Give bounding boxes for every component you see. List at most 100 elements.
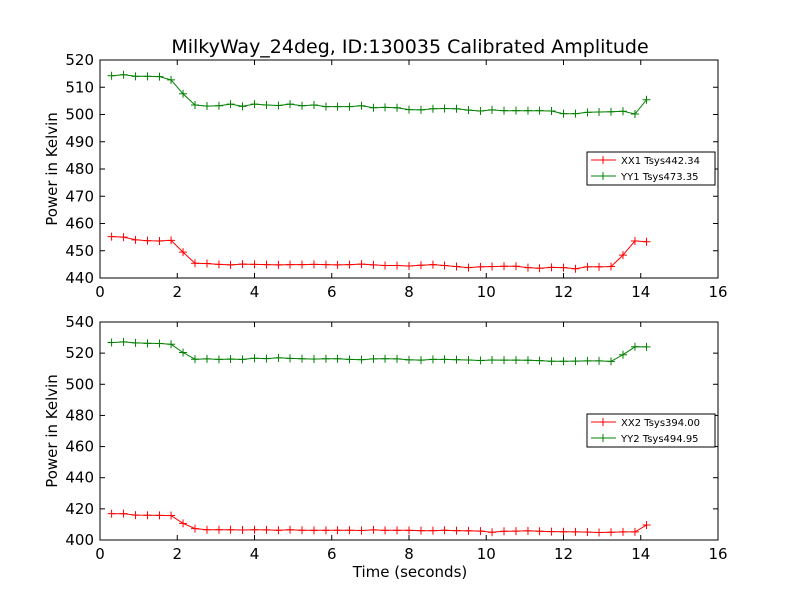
- bottom-panel-x-tick-label: 12: [554, 545, 573, 563]
- data-point-xx2: [428, 526, 437, 535]
- data-point-xx2: [607, 528, 616, 537]
- top-panel-x-tick-label: 6: [327, 283, 337, 301]
- data-point-yy1: [452, 104, 461, 113]
- data-point-xx2: [369, 525, 378, 534]
- data-point-yy1: [191, 100, 200, 109]
- data-point-yy2: [630, 342, 639, 351]
- bottom-panel-x-tick-label: 8: [404, 545, 414, 563]
- data-point-xx2: [143, 511, 152, 520]
- data-point-xx1: [357, 260, 366, 269]
- data-point-xx1: [155, 236, 164, 245]
- data-point-xx1: [583, 262, 592, 271]
- data-point-xx2: [191, 524, 200, 533]
- data-point-yy1: [416, 105, 425, 114]
- data-point-yy2: [369, 354, 378, 363]
- data-point-yy2: [298, 354, 307, 363]
- data-point-xx2: [345, 526, 354, 535]
- data-point-xx2: [393, 526, 402, 535]
- data-point-yy1: [167, 75, 176, 84]
- data-point-yy2: [583, 356, 592, 365]
- data-point-xx1: [298, 260, 307, 269]
- data-point-xx2: [214, 525, 223, 534]
- data-point-xx2: [452, 526, 461, 535]
- data-point-yy2: [488, 355, 497, 364]
- data-point-yy2: [642, 342, 651, 351]
- data-point-yy2: [274, 353, 283, 362]
- data-point-yy1: [583, 108, 592, 117]
- data-point-yy1: [286, 100, 295, 109]
- data-point-xx2: [500, 527, 509, 536]
- series-line-yy2: [111, 341, 647, 362]
- data-point-yy2: [452, 355, 461, 364]
- data-point-yy1: [428, 104, 437, 113]
- data-point-xx2: [250, 525, 259, 534]
- top-panel-y-tick-label: 510: [65, 78, 94, 96]
- top-panel-legend-box: [586, 151, 716, 186]
- data-point-xx2: [226, 525, 235, 534]
- data-point-xx1: [547, 263, 556, 272]
- data-point-xx1: [476, 262, 485, 271]
- top-panel-x-tick-label: 2: [172, 283, 182, 301]
- data-point-yy1: [595, 108, 604, 117]
- x-axis-label: Time (seconds): [352, 563, 468, 581]
- data-point-xx1: [179, 248, 188, 257]
- bottom-panel-x-tick-label: 16: [708, 545, 727, 563]
- data-point-yy2: [393, 354, 402, 363]
- bottom-panel-ticks: 400 420 440 460 480 500 520 540 0 2 4 6 8 10 12 14 16: [65, 313, 727, 563]
- data-point-xx2: [238, 526, 247, 535]
- data-point-xx2: [333, 526, 342, 535]
- bottom-panel-x-tick-label: 0: [95, 545, 105, 563]
- data-point-xx2: [381, 526, 390, 535]
- data-point-yy1: [202, 102, 211, 111]
- data-point-xx1: [511, 262, 520, 271]
- data-point-yy2: [119, 337, 128, 346]
- chart-title: MilkyWay_24deg, ID:130035 Calibrated Amp…: [171, 36, 648, 58]
- data-point-yy1: [523, 106, 532, 115]
- data-point-xx2: [167, 511, 176, 520]
- data-point-xx1: [452, 262, 461, 271]
- bottom-panel: 400 420 440 460 480 500 520 540 0 2 4 6 8 10 12 14 16 Po…: [43, 313, 728, 563]
- data-point-yy2: [547, 357, 556, 366]
- data-point-xx1: [595, 262, 604, 271]
- bottom-panel-legend-box: [586, 413, 716, 448]
- bottom-panel-x-tick-label: 4: [250, 545, 260, 563]
- data-point-xx2: [179, 519, 188, 528]
- data-point-yy1: [476, 106, 485, 115]
- bottom-panel-y-tick-label: 400: [65, 531, 94, 549]
- top-panel-y-axis-label: Power in Kelvin: [43, 112, 61, 226]
- data-point-xx1: [571, 264, 580, 273]
- data-point-yy1: [547, 106, 556, 115]
- data-point-xx2: [274, 526, 283, 535]
- data-point-yy1: [357, 101, 366, 110]
- data-point-yy1: [500, 106, 509, 115]
- data-point-yy2: [131, 338, 140, 347]
- data-point-yy2: [286, 354, 295, 363]
- top-panel-y-tick-label: 500: [65, 106, 94, 124]
- data-point-yy2: [416, 356, 425, 365]
- data-point-yy1: [131, 72, 140, 81]
- data-point-yy1: [618, 107, 627, 116]
- data-point-yy1: [535, 106, 544, 115]
- data-point-yy2: [618, 350, 627, 359]
- data-point-xx2: [119, 509, 128, 518]
- bottom-panel-x-tick-label: 2: [172, 545, 182, 563]
- bottom-panel-y-tick-label: 460: [65, 438, 94, 456]
- data-point-yy1: [155, 72, 164, 81]
- legend-label-xx1: XX1 Tsys442.34: [621, 156, 700, 167]
- top-panel-x-tick-label: 14: [631, 283, 650, 301]
- data-point-yy1: [369, 103, 378, 112]
- top-panel-y-tick-label: 440: [65, 269, 94, 287]
- data-point-yy1: [488, 105, 497, 114]
- top-panel-legend: XX1 Tsys442.34 YY1 Tsys473.35: [586, 151, 716, 186]
- data-point-xx2: [535, 527, 544, 536]
- data-point-yy2: [191, 355, 200, 364]
- data-point-xx2: [571, 527, 580, 536]
- data-point-xx1: [119, 233, 128, 242]
- data-point-yy2: [167, 340, 176, 349]
- bottom-panel-x-tick-label: 14: [631, 545, 650, 563]
- data-point-yy2: [262, 354, 271, 363]
- data-point-xx1: [274, 260, 283, 269]
- data-point-xx2: [547, 527, 556, 536]
- data-point-yy1: [309, 100, 318, 109]
